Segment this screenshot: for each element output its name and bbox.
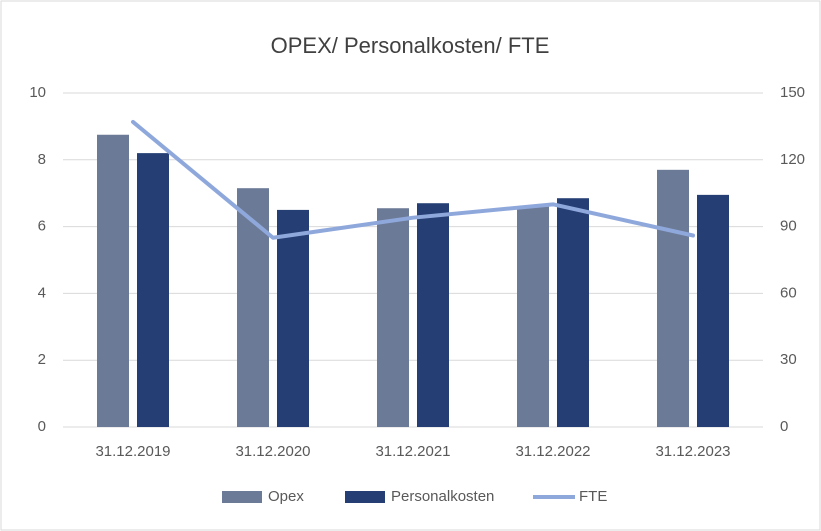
- bar: [557, 198, 589, 427]
- y-tick-label: 10: [29, 84, 46, 101]
- y2-tick-label: 0: [780, 418, 788, 435]
- legend-label: Opex: [268, 488, 304, 505]
- y2-tick-label: 30: [780, 351, 797, 368]
- x-tick-label: 31.12.2020: [235, 443, 310, 460]
- bar: [377, 208, 409, 427]
- bar: [277, 209, 309, 427]
- y-tick-label: 8: [38, 151, 46, 168]
- bar: [417, 203, 449, 427]
- y-tick-label: 0: [38, 418, 46, 435]
- bar: [237, 188, 269, 427]
- legend-label: Personalkosten: [391, 488, 494, 505]
- bar: [97, 134, 129, 427]
- y-tick-label: 2: [38, 351, 46, 368]
- legend-swatch: [345, 491, 385, 503]
- y-tick-label: 4: [38, 284, 46, 301]
- x-tick-label: 31.12.2021: [375, 443, 450, 460]
- y2-tick-label: 120: [780, 151, 805, 168]
- bar: [657, 169, 689, 427]
- y2-tick-label: 150: [780, 84, 805, 101]
- x-tick-label: 31.12.2023: [655, 443, 730, 460]
- legend-label: FTE: [579, 488, 607, 505]
- bar: [517, 206, 549, 427]
- line-series: [131, 119, 695, 240]
- y-tick-label: 6: [38, 218, 46, 235]
- bar: [137, 153, 169, 427]
- chart-title: OPEX/ Personalkosten/ FTE: [271, 33, 550, 58]
- x-tick-label: 31.12.2022: [515, 443, 590, 460]
- legend-swatch: [222, 491, 262, 503]
- bar: [697, 194, 729, 427]
- x-tick-label: 31.12.2019: [95, 443, 170, 460]
- y2-tick-label: 60: [780, 284, 797, 301]
- y2-tick-label: 90: [780, 218, 797, 235]
